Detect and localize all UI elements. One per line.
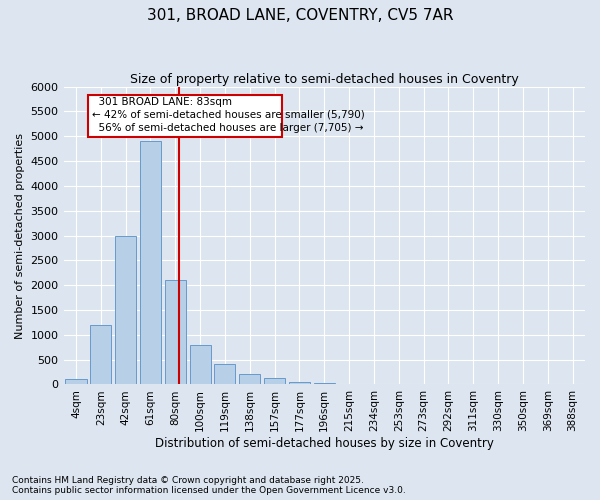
Title: Size of property relative to semi-detached houses in Coventry: Size of property relative to semi-detach… bbox=[130, 72, 518, 86]
Bar bbox=[65, 380, 86, 384]
Text: Contains HM Land Registry data © Crown copyright and database right 2025.
Contai: Contains HM Land Registry data © Crown c… bbox=[12, 476, 406, 495]
Bar bbox=[90, 325, 112, 384]
Text: 301, BROAD LANE, COVENTRY, CV5 7AR: 301, BROAD LANE, COVENTRY, CV5 7AR bbox=[147, 8, 453, 22]
Text: ← 42% of semi-detached houses are smaller (5,790): ← 42% of semi-detached houses are smalle… bbox=[92, 109, 365, 119]
Bar bbox=[88, 95, 282, 138]
Bar bbox=[314, 383, 335, 384]
Bar bbox=[264, 378, 285, 384]
Bar bbox=[115, 236, 136, 384]
Bar bbox=[289, 382, 310, 384]
Bar bbox=[214, 364, 235, 384]
X-axis label: Distribution of semi-detached houses by size in Coventry: Distribution of semi-detached houses by … bbox=[155, 437, 494, 450]
Bar bbox=[165, 280, 186, 384]
Text: 56% of semi-detached houses are larger (7,705) →: 56% of semi-detached houses are larger (… bbox=[92, 123, 364, 133]
Text: 301 BROAD LANE: 83sqm: 301 BROAD LANE: 83sqm bbox=[92, 97, 232, 107]
Y-axis label: Number of semi-detached properties: Number of semi-detached properties bbox=[15, 132, 25, 338]
Bar bbox=[190, 345, 211, 385]
Bar bbox=[140, 142, 161, 384]
Bar bbox=[239, 374, 260, 384]
